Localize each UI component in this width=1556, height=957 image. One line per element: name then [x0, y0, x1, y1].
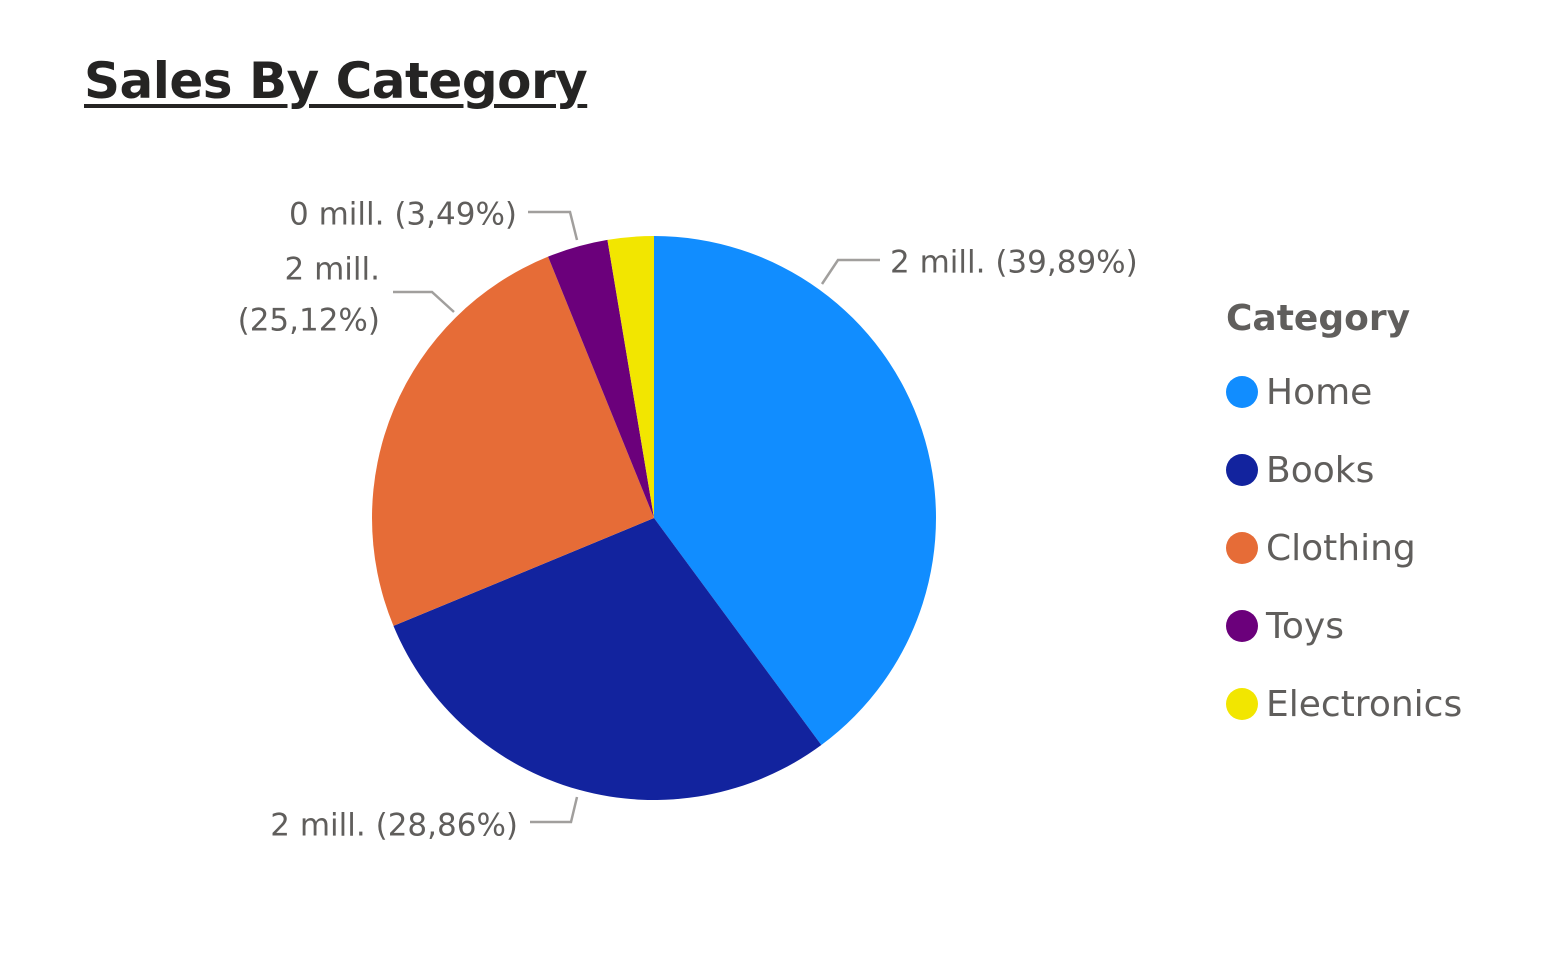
- legend-item-electronics[interactable]: Electronics: [1226, 665, 1462, 743]
- slice-clothing[interactable]: [372, 256, 654, 626]
- legend-label: Books: [1266, 449, 1375, 491]
- chart-title: Sales By Category: [84, 52, 588, 110]
- legend-marker-icon: [1226, 376, 1258, 408]
- legend-label: Clothing: [1266, 527, 1416, 569]
- leader-line-home: [820, 258, 880, 285]
- leader-line-books: [530, 796, 579, 824]
- legend: Category Home Books Clothing Toys Electronic…: [1226, 298, 1462, 743]
- legend-items: Home Books Clothing Toys Electronics: [1226, 353, 1462, 743]
- pie-slices[interactable]: [372, 236, 936, 800]
- legend-item-clothing[interactable]: Clothing: [1226, 509, 1462, 587]
- legend-label: Electronics: [1266, 683, 1463, 725]
- data-label-home: 2 mill. (39,89%): [890, 245, 1138, 281]
- data-labels: 2 mill. (39,89%) 2 mill. (28,86%) 2 mill. (…: [238, 197, 1138, 844]
- legend-marker-icon: [1226, 532, 1258, 564]
- slice-electronics[interactable]: [607, 236, 654, 518]
- data-label-clothing-line-2: (25,12%): [238, 303, 380, 339]
- leader-line-toys: [528, 210, 579, 241]
- leader-line-clothing: [393, 290, 455, 313]
- data-label-clothing-line-1: 2 mill.: [285, 252, 380, 288]
- data-label-books: 2 mill. (28,86%): [270, 808, 518, 844]
- legend-label: Toys: [1266, 605, 1344, 647]
- legend-item-toys[interactable]: Toys: [1226, 587, 1462, 665]
- legend-title: Category: [1226, 298, 1411, 339]
- slice-toys[interactable]: [548, 239, 654, 518]
- data-label-toys: 0 mill. (3,49%): [289, 197, 517, 233]
- slice-home[interactable]: [654, 236, 936, 745]
- legend-marker-icon: [1226, 610, 1258, 642]
- legend-marker-icon: [1226, 688, 1258, 720]
- legend-label: Home: [1266, 371, 1373, 413]
- legend-item-home[interactable]: Home: [1226, 353, 1462, 431]
- slice-books[interactable]: [393, 518, 822, 800]
- legend-item-books[interactable]: Books: [1226, 431, 1462, 509]
- legend-marker-icon: [1226, 454, 1258, 486]
